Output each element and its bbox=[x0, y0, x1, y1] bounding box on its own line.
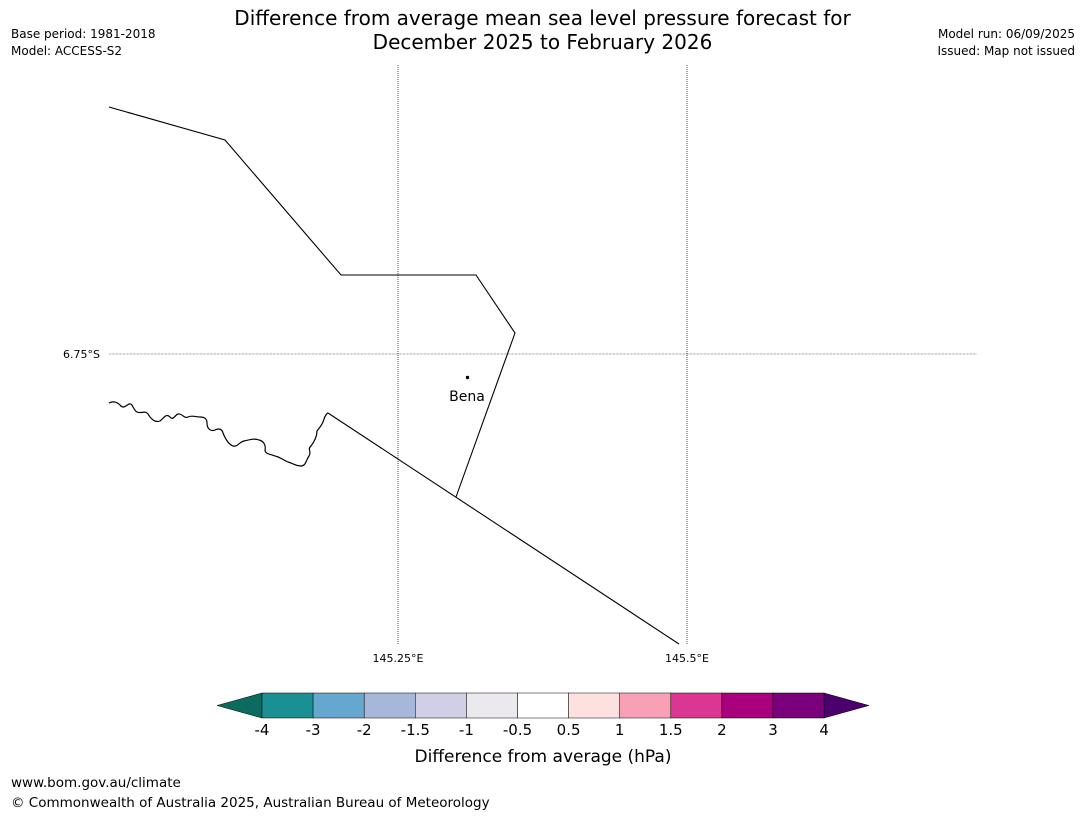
district-boundary bbox=[108, 106, 516, 498]
colorbar-tick-label: -0.5 bbox=[503, 721, 532, 739]
footer-url[interactable]: www.bom.gov.au/climate bbox=[11, 775, 181, 791]
colorbar-swatch bbox=[772, 692, 825, 719]
colorbar-swatch bbox=[670, 692, 723, 719]
issued-text: Issued: Map not issued bbox=[937, 44, 1075, 58]
base-period-text: Base period: 1981-2018 bbox=[11, 27, 156, 41]
colorbar-over-extend bbox=[823, 692, 870, 719]
colorbar-tick-label: 4 bbox=[819, 721, 829, 739]
meta-right: Model run: 06/09/2025 Issued: Map not is… bbox=[937, 26, 1075, 60]
colorbar-swatch bbox=[721, 692, 774, 719]
map-title: Difference from average mean sea level p… bbox=[0, 6, 1085, 54]
colorbar-tick-label: 2 bbox=[717, 721, 727, 739]
colorbar-tick-label: 1.5 bbox=[659, 721, 683, 739]
place-marker bbox=[465, 375, 470, 380]
footer-copyright: © Commonwealth of Australia 2025, Austra… bbox=[11, 795, 490, 811]
place-label: Bena bbox=[449, 389, 485, 405]
colorbar-swatches bbox=[216, 692, 870, 719]
colorbar-swatch bbox=[466, 692, 518, 719]
lon-label-2: 145.5°E bbox=[665, 652, 709, 665]
meta-left: Base period: 1981-2018 Model: ACCESS-S2 bbox=[11, 26, 156, 60]
colorbar-ticks: -4 -3 -2 -1.5 -1 -0.5 0.5 1 1.5 2 3 4 bbox=[255, 721, 829, 739]
title-line-2: December 2025 to February 2026 bbox=[372, 30, 713, 54]
colorbar-tick-label: 0.5 bbox=[557, 721, 581, 739]
model-run-text: Model run: 06/09/2025 bbox=[937, 27, 1075, 41]
colorbar-tick-label: 1 bbox=[615, 721, 625, 739]
colorbar-label: Difference from average (hPa) bbox=[415, 747, 672, 767]
colorbar-under-extend bbox=[216, 692, 263, 719]
title-line-1: Difference from average mean sea level p… bbox=[234, 6, 851, 30]
lon-label-1: 145.25°E bbox=[373, 652, 424, 665]
colorbar-swatch bbox=[568, 692, 620, 719]
colorbar-swatch bbox=[261, 692, 314, 719]
model-text: Model: ACCESS-S2 bbox=[11, 44, 123, 58]
colorbar-tick-label: -4 bbox=[255, 721, 270, 739]
colorbar-tick-label: -3 bbox=[306, 721, 321, 739]
province-boundary bbox=[327, 412, 680, 645]
lat-label: 6.75°S bbox=[63, 348, 100, 361]
colorbar-tick-label: -1.5 bbox=[401, 721, 430, 739]
colorbar-swatch bbox=[312, 692, 365, 719]
map-area: Bena 6.75°S 145.25°E 145.5°E bbox=[63, 65, 977, 665]
colorbar-swatch bbox=[415, 692, 467, 719]
colorbar-tick-label: -2 bbox=[357, 721, 372, 739]
colorbar-swatch bbox=[517, 692, 569, 719]
river-line bbox=[108, 401, 329, 467]
colorbar-swatch bbox=[619, 692, 672, 719]
colorbar-swatch bbox=[363, 692, 416, 719]
colorbar-tick-label: 3 bbox=[768, 721, 778, 739]
colorbar-tick-label: -1 bbox=[459, 721, 474, 739]
